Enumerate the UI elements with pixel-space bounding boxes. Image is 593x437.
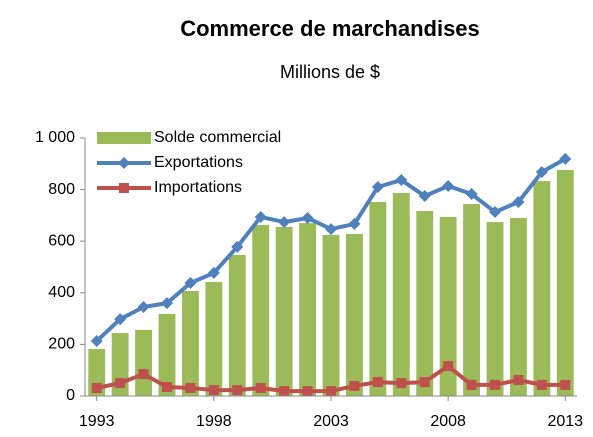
y-tick-label: 1 000: [35, 129, 75, 146]
bar: [205, 281, 223, 396]
bar: [322, 235, 340, 396]
marker: [442, 179, 455, 192]
marker: [302, 386, 313, 397]
bar: [252, 224, 270, 396]
legend-marker: [119, 183, 129, 193]
marker: [231, 240, 244, 253]
marker: [325, 223, 337, 236]
x-tick-label: 1998: [196, 413, 232, 430]
bar: [345, 233, 363, 396]
legend-marker: [118, 157, 130, 169]
marker: [348, 217, 361, 230]
marker: [489, 206, 501, 219]
marker: [161, 297, 173, 310]
marker: [254, 210, 267, 223]
marker: [395, 174, 408, 187]
bar: [439, 216, 457, 396]
marker: [513, 375, 524, 386]
marker: [535, 166, 548, 179]
marker: [137, 300, 150, 313]
y-tick-label: 400: [48, 284, 75, 301]
marker: [490, 379, 500, 390]
marker: [207, 266, 220, 279]
x-tick-label: 2013: [547, 413, 583, 430]
marker: [418, 190, 431, 203]
marker: [208, 385, 219, 396]
marker: [512, 195, 525, 208]
marker: [162, 381, 172, 392]
y-tick-label: 200: [48, 336, 75, 353]
marker: [255, 383, 266, 394]
marker: [349, 380, 360, 391]
marker: [371, 181, 384, 194]
y-tick-label: 0: [66, 387, 75, 404]
y-tick-label: 800: [48, 181, 75, 198]
marker: [443, 361, 454, 372]
marker: [372, 377, 383, 388]
x-tick-label: 1993: [79, 413, 115, 430]
marker: [115, 378, 126, 389]
x-tick-label: 2003: [313, 413, 349, 430]
bar: [369, 201, 387, 396]
marker: [90, 335, 103, 348]
bar: [275, 227, 293, 396]
marker: [278, 216, 291, 229]
marker: [560, 379, 571, 390]
bar: [463, 204, 481, 396]
marker: [465, 187, 478, 200]
bar: [533, 181, 551, 396]
bar: [181, 290, 199, 396]
marker: [184, 276, 197, 289]
marker: [138, 369, 149, 380]
marker: [91, 383, 102, 394]
bar: [509, 217, 527, 396]
legend-label: Importations: [154, 179, 242, 196]
bar: [135, 329, 153, 396]
bar: [158, 313, 176, 396]
x-tick-label: 2008: [430, 413, 466, 430]
marker: [232, 385, 243, 396]
chart-title: Commerce de marchandises: [180, 16, 480, 41]
chart-subtitle: Millions de $: [280, 62, 380, 82]
bar: [556, 169, 574, 396]
bar: [486, 222, 504, 396]
marker: [279, 386, 290, 397]
marker: [419, 377, 430, 388]
bar: [392, 192, 410, 396]
legend-swatch: [97, 132, 151, 144]
bar: [416, 211, 434, 396]
marker: [114, 313, 127, 326]
marker: [185, 383, 196, 394]
legend-label: Solde commercial: [154, 129, 281, 146]
marker: [301, 211, 314, 224]
marker: [559, 152, 572, 165]
marker: [536, 379, 547, 390]
bar: [228, 254, 246, 396]
legend-label: Exportations: [154, 154, 243, 171]
bar: [299, 223, 317, 396]
y-tick-label: 600: [48, 232, 75, 249]
marker: [326, 386, 336, 397]
marker: [396, 378, 407, 389]
marker: [466, 379, 477, 390]
